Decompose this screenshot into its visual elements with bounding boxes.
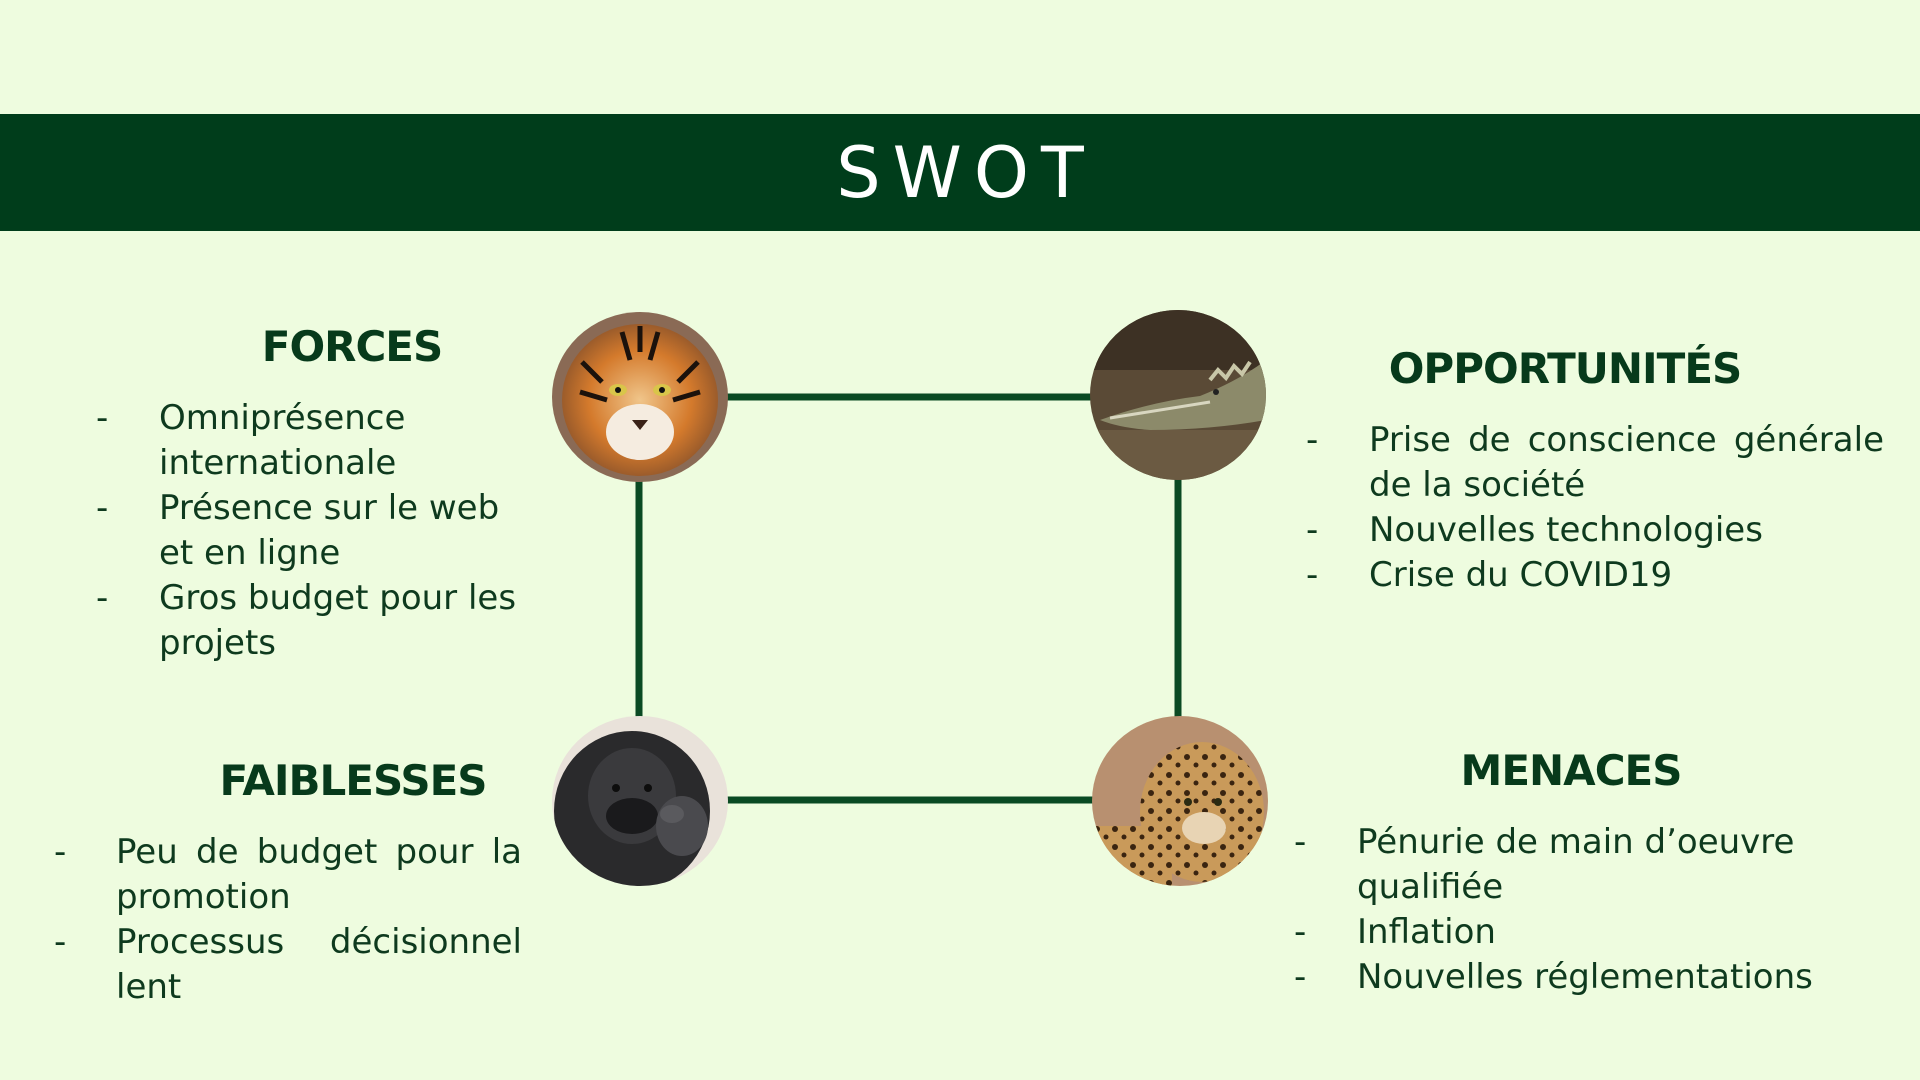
leopard-photo (1092, 716, 1268, 886)
opportunites-item: - Nouvelles technologies (1306, 508, 1884, 553)
opportunites-list: - Prise de conscience générale de la soc… (1306, 418, 1884, 598)
bullet-dash: - (1294, 912, 1307, 952)
tiger-photo (552, 312, 728, 482)
page-title: SWOT (836, 131, 1096, 214)
bullet-dash: - (96, 578, 109, 618)
faiblesses-heading: FAIBLESSES (219, 756, 487, 805)
opportunites-item: - Prise de conscience générale de la soc… (1306, 420, 1884, 505)
gorilla-photo (552, 716, 728, 886)
bullet-dash: - (96, 488, 109, 528)
crocodile-photo (1090, 310, 1266, 480)
forces-heading: FORCES (261, 322, 444, 371)
bullet-dash: - (54, 832, 67, 872)
opportunites-heading: OPPORTUNITÉS (1388, 344, 1743, 393)
bullet-dash: - (1294, 822, 1307, 862)
bullet-dash: - (1306, 420, 1319, 460)
forces-list: - Omniprésence internationale - Présence… (96, 396, 542, 666)
faiblesses-item: - Processus décisionnel lent (54, 922, 522, 1007)
menaces-item: - Nouvelles réglementations (1294, 955, 1890, 1000)
faiblesses-item: - Peu de budget pour la promotion (54, 832, 522, 917)
faiblesses-list: - Peu de budget pour la promotion - Proc… (54, 830, 522, 1010)
bullet-dash: - (1306, 555, 1319, 595)
menaces-heading: MENACES (1460, 746, 1683, 795)
forces-item: - Omniprésence internationale (96, 398, 406, 483)
bullet-dash: - (96, 398, 109, 438)
menaces-item: - Inflation (1294, 910, 1890, 955)
bullet-dash: - (1306, 510, 1319, 550)
forces-item: - Gros budget pour les projets (96, 578, 517, 663)
opportunites-item: - Crise du COVID19 (1306, 553, 1884, 598)
title-banner: SWOT (0, 114, 1920, 231)
bullet-dash: - (1294, 957, 1307, 997)
menaces-item: - Pénurie de main d’oeuvre qualifiée (1294, 822, 1795, 907)
forces-item: - Présence sur le web et en ligne (96, 488, 500, 573)
menaces-list: - Pénurie de main d’oeuvre qualifiée - I… (1294, 820, 1890, 1000)
bullet-dash: - (54, 922, 67, 962)
